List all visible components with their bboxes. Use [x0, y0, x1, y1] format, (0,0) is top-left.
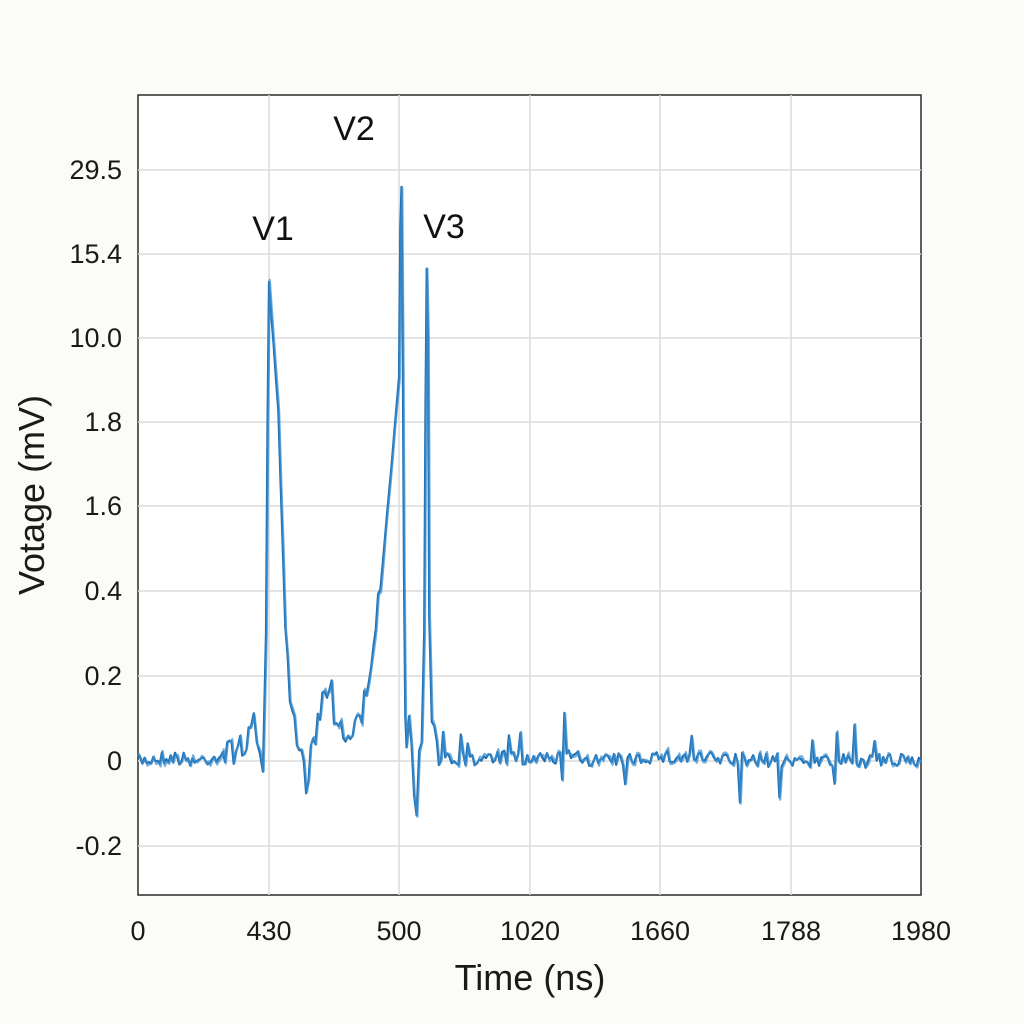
x-tick-label: 1788: [761, 916, 821, 946]
tick-labels: 0 430 500 1020 1660 1788 1980 -0.2 0 0.2 0.4 1.6 1.8…: [69, 155, 951, 946]
voltage-trace-overlay: [137, 186, 923, 818]
y-tick-label: 0.2: [84, 661, 122, 691]
y-tick-label: 29.5: [69, 155, 122, 185]
x-tick-label: 1980: [891, 916, 951, 946]
peak-label-v2: V2: [333, 110, 375, 148]
x-tick-label: 1660: [630, 916, 690, 946]
y-tick-label: 1.6: [84, 491, 122, 521]
peak-label-v3: V3: [423, 208, 465, 246]
y-tick-label: 10.0: [69, 323, 122, 353]
peak-label-v1: V1: [252, 210, 294, 248]
y-tick-label: 1.8: [84, 407, 122, 437]
x-tick-label: 500: [376, 916, 421, 946]
y-axis-label: Votage (mV): [11, 395, 52, 595]
x-tick-label: 0: [130, 916, 145, 946]
y-tick-label: 15.4: [69, 239, 122, 269]
y-tick-label: -0.2: [75, 831, 122, 861]
x-tick-label: 430: [246, 916, 291, 946]
peak-labels: V1 V2 V3: [252, 110, 465, 248]
x-tick-label: 1020: [500, 916, 560, 946]
y-tick-label: 0: [107, 746, 122, 776]
x-axis-label: Time (ns): [455, 957, 606, 998]
y-tick-label: 0.4: [84, 576, 122, 606]
trace-group: [137, 185, 923, 818]
